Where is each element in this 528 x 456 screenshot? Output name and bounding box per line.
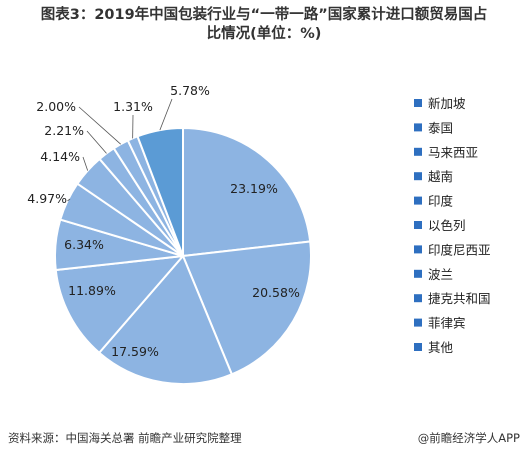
legend-label-6: 以色列 (428, 218, 466, 233)
pie-slice-11 (136, 126, 184, 257)
data-label-3: 17.59% (111, 344, 159, 359)
legend-marker-11 (414, 343, 422, 351)
data-label-7: 4.14% (40, 149, 80, 164)
chart-title-line-2: 比情况(单位：%) (206, 26, 322, 42)
data-label-6: 4.97% (27, 191, 67, 206)
legend-marker-3 (414, 147, 422, 156)
legend-marker-6 (414, 221, 422, 229)
pie-slice-1 (182, 126, 312, 258)
legend-label-11: 其他 (428, 340, 454, 355)
pie-slice-3 (97, 254, 234, 385)
leader-line-8 (86, 130, 107, 154)
leader-line-7 (82, 156, 89, 171)
data-label-11: 5.78% (170, 83, 210, 98)
leader-line-6 (67, 198, 71, 202)
legend-marker-1 (414, 99, 422, 107)
legend-label-1: 新加坡 (428, 96, 466, 111)
data-label-10: 1.31% (113, 99, 153, 114)
legend-marker-2 (414, 123, 422, 132)
data-label-4: 11.89% (68, 283, 116, 298)
legend-marker-5 (414, 196, 422, 205)
pie-slice-4 (54, 254, 186, 355)
chart-title: 图表3：2019年中国包装行业与“一带一路”国家累计进口额贸易国占 比情况(单位… (0, 6, 528, 44)
leader-line-11 (159, 98, 173, 131)
data-label-9: 2.00% (36, 99, 76, 114)
legend-label-5: 印度 (428, 194, 454, 209)
data-label-5: 6.34% (64, 237, 104, 252)
chart-title-line-1: 图表3：2019年中国包装行业与“一带一路”国家累计进口额贸易国占 (40, 7, 488, 23)
legend-label-7: 印度尼西亚 (428, 242, 491, 257)
legend-label-10: 菲律宾 (428, 316, 466, 331)
data-label-1: 23.19% (230, 181, 278, 196)
legend-label-3: 马来西亚 (428, 145, 478, 160)
legend-label-4: 越南 (428, 169, 453, 184)
legend-marker-8 (414, 269, 422, 278)
leader-line-9 (78, 106, 121, 145)
legend-marker-9 (414, 294, 422, 303)
legend-label-2: 泰国 (428, 120, 453, 135)
pie-slices (54, 126, 312, 385)
pie-slice-2 (181, 240, 312, 376)
source-note: 资料来源：中国海关总署 前瞻产业研究院整理 (8, 431, 242, 445)
legend-label-9: 捷克共和国 (428, 291, 491, 306)
legend-marker-7 (414, 245, 422, 254)
data-label-2: 20.58% (252, 285, 300, 300)
data-label-8: 2.21% (44, 123, 84, 138)
legend-label-8: 波兰 (428, 267, 453, 282)
brand-note: @前瞻经济学人APP (417, 431, 520, 445)
legend-marker-10 (414, 318, 422, 327)
legend-marker-4 (414, 172, 422, 181)
